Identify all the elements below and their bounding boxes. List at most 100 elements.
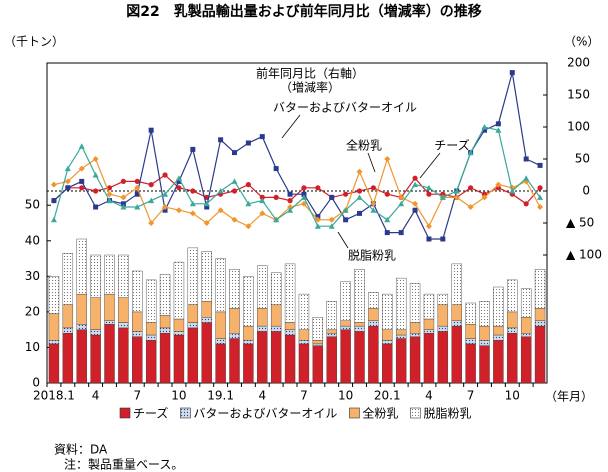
- marker: [509, 188, 516, 194]
- bar: [507, 327, 518, 334]
- bar: [507, 279, 518, 313]
- bar: [145, 334, 157, 341]
- marker: [176, 178, 182, 184]
- annotation: 前年同月比（右軸）: [256, 66, 364, 81]
- marker: [398, 200, 405, 207]
- bar: [395, 334, 407, 339]
- marker: [65, 185, 71, 191]
- bar: [326, 333, 337, 337]
- marker: [495, 121, 501, 127]
- marker: [134, 191, 140, 197]
- bar: [173, 318, 185, 332]
- bar: [187, 304, 199, 323]
- bar: [382, 329, 393, 341]
- marker: [217, 188, 224, 194]
- bar: [520, 333, 532, 337]
- marker: [314, 223, 321, 229]
- marker: [273, 194, 279, 200]
- bar: [62, 327, 74, 334]
- bar: [132, 311, 143, 332]
- note: 注：製品重量ベース。: [64, 457, 183, 472]
- marker: [301, 191, 307, 197]
- bar: [159, 274, 171, 316]
- marker: [342, 207, 349, 213]
- bar: [507, 311, 518, 329]
- bar: [382, 293, 393, 330]
- bar: [118, 322, 129, 329]
- legend-swatch: [410, 407, 421, 419]
- marker: [537, 185, 543, 191]
- leader-lines: [281, 114, 441, 249]
- marker: [93, 188, 99, 194]
- bar: [257, 308, 268, 327]
- bar: [326, 301, 337, 330]
- marker: [175, 175, 182, 181]
- bar: [187, 327, 199, 384]
- bar: [284, 322, 296, 330]
- bar: [479, 345, 490, 384]
- bar: [90, 334, 101, 384]
- bar: [201, 301, 212, 318]
- bar: [145, 322, 157, 336]
- bar: [284, 334, 296, 384]
- legend-label: チーズ: [133, 406, 168, 421]
- marker: [64, 178, 71, 185]
- marker: [218, 137, 224, 143]
- marker: [343, 217, 349, 223]
- marker: [495, 127, 502, 133]
- bar: [534, 325, 546, 384]
- marker: [300, 200, 307, 207]
- bar: [104, 293, 115, 321]
- marker: [453, 194, 460, 201]
- marker: [259, 197, 266, 204]
- bar: [118, 254, 129, 298]
- chart-title: 図22 乳製品輸出量および前年同月比（増減率）の推移: [126, 3, 481, 20]
- marker: [189, 200, 196, 207]
- marker: [440, 236, 446, 242]
- bar: [368, 308, 379, 321]
- bar: [48, 276, 60, 314]
- marker: [120, 178, 126, 184]
- marker: [203, 200, 210, 207]
- marker: [301, 185, 307, 191]
- bar: [409, 336, 421, 384]
- marker: [106, 197, 113, 204]
- marker: [467, 204, 474, 210]
- bar: [312, 340, 324, 345]
- bar: [62, 304, 74, 329]
- marker: [425, 223, 432, 230]
- bar: [534, 269, 546, 309]
- bar: [493, 286, 504, 327]
- x-tick-label: 4: [258, 389, 266, 403]
- x-tick-label: 10: [338, 389, 353, 403]
- bar: [298, 329, 310, 341]
- bar: [423, 329, 435, 334]
- marker: [370, 200, 377, 207]
- bar: [132, 331, 143, 337]
- bar: [479, 340, 490, 346]
- marker: [315, 185, 321, 191]
- y2-tick-label: 50: [575, 152, 590, 166]
- bar: [354, 269, 365, 323]
- line-label: 全粉乳: [346, 138, 382, 153]
- bar: [76, 329, 87, 384]
- bar: [409, 333, 421, 337]
- marker: [537, 194, 544, 200]
- bar: [62, 333, 74, 384]
- y2-tick-label: 150: [567, 88, 590, 102]
- bar: [173, 331, 185, 336]
- bar: [159, 333, 171, 384]
- marker: [190, 188, 196, 194]
- bar: [229, 338, 240, 384]
- bar: [229, 269, 240, 309]
- legend-label: バターおよびバターオイル: [193, 407, 337, 421]
- marker: [120, 201, 126, 207]
- bar: [312, 343, 324, 346]
- marker: [162, 204, 169, 210]
- marker: [495, 181, 502, 188]
- marker: [93, 204, 99, 210]
- marker: [314, 216, 321, 223]
- bar: [159, 327, 171, 334]
- line-label: チーズ: [434, 138, 469, 153]
- marker: [79, 185, 85, 191]
